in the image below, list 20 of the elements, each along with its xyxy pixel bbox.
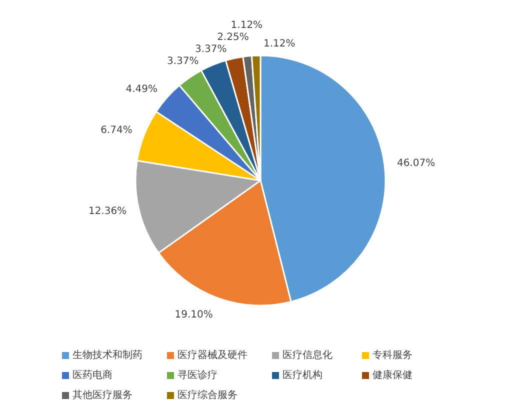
- data-label: 46.07%: [396, 158, 436, 170]
- legend-label: 医药电商: [72, 369, 112, 381]
- data-label: 2.25%: [217, 32, 249, 43]
- legend-label: 医疗器械及硬件: [178, 349, 248, 361]
- data-label: 6.74%: [100, 125, 132, 136]
- data-label: 12.36%: [88, 206, 127, 218]
- legend-label: 医疗综合服务: [178, 389, 238, 401]
- data-label: 4.49%: [126, 84, 158, 95]
- legend-label: 医疗机构: [282, 369, 322, 381]
- legend-label: 寻医诊疗: [178, 369, 218, 381]
- legend-label: 专科服务: [372, 349, 412, 361]
- legend-label: 生物技术和制药: [72, 349, 142, 361]
- data-label: 1.12%: [230, 20, 263, 31]
- data-label: 3.37%: [194, 44, 227, 55]
- legend-label: 医疗信息化: [282, 349, 332, 361]
- data-label: 19.10%: [174, 310, 213, 320]
- legend-label: 其他医疗服务: [72, 389, 132, 401]
- data-label: 1.12%: [264, 38, 296, 50]
- legend-label: 健康保健: [372, 369, 412, 381]
- data-label: 3.37%: [167, 56, 199, 67]
